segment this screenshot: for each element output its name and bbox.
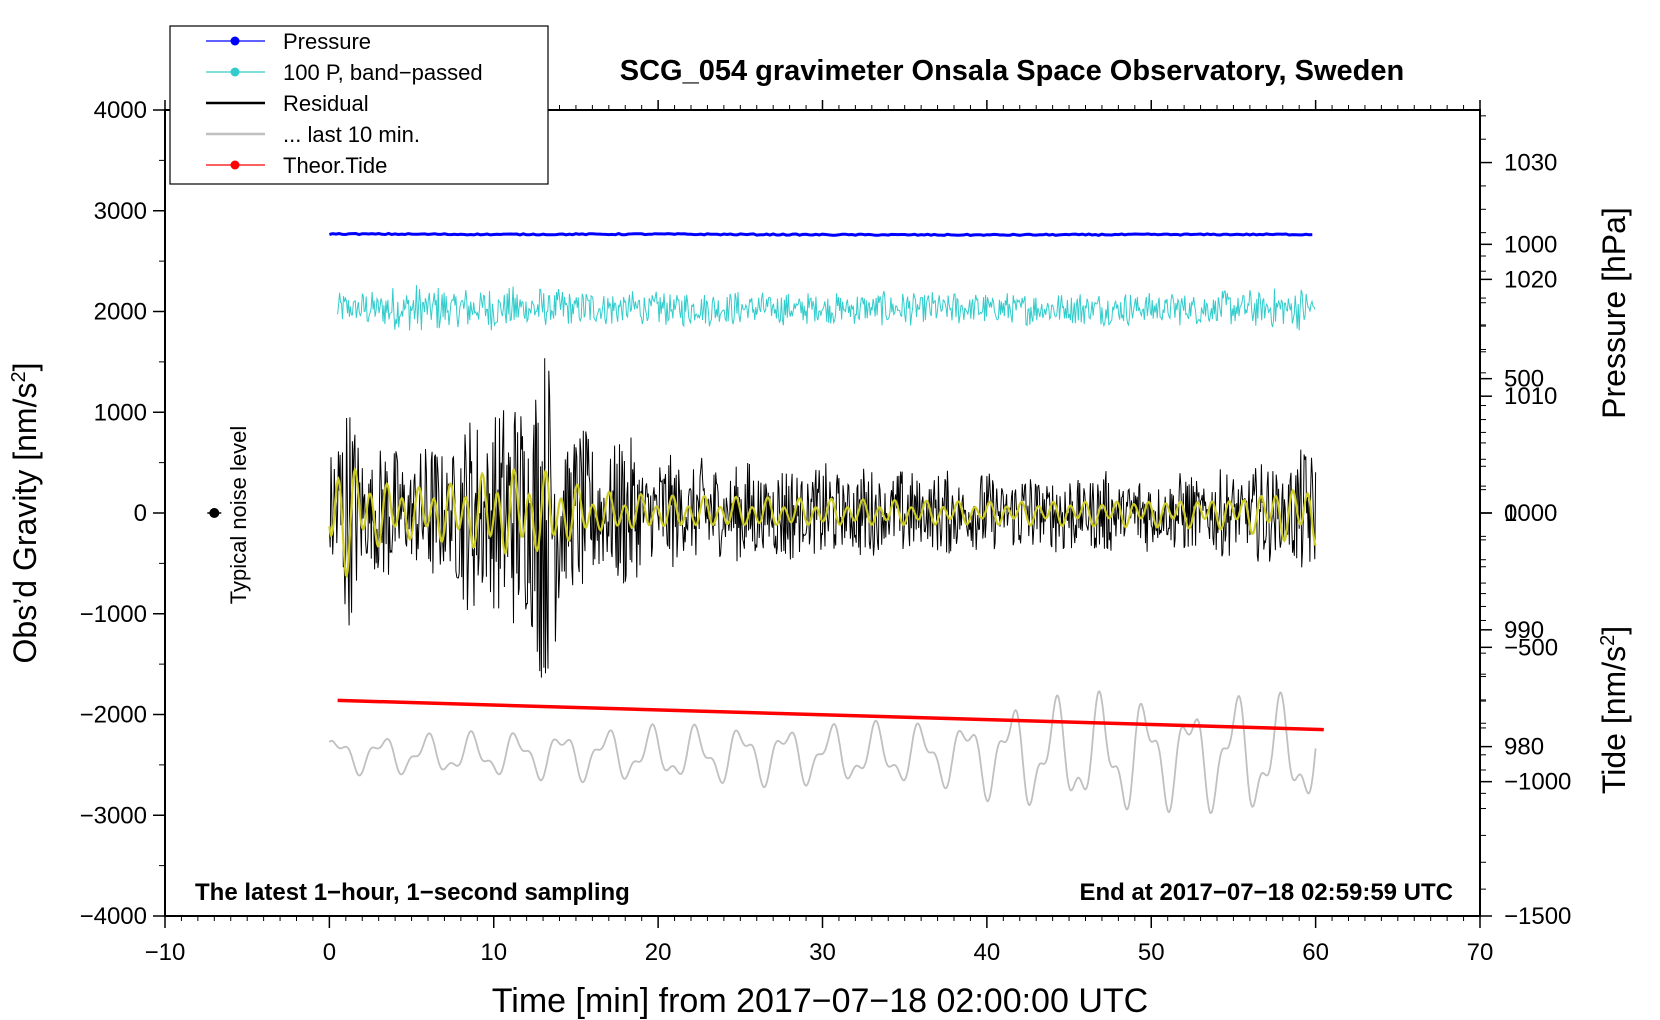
legend-box bbox=[169, 25, 549, 185]
pressure-tick-label: 1020 bbox=[1504, 266, 1557, 293]
legend-marker bbox=[230, 67, 240, 77]
x-tick-label: 70 bbox=[1467, 939, 1494, 966]
right-note: End at 2017−07−18 02:59:59 UTC bbox=[1079, 879, 1453, 906]
legend-entry: Pressure bbox=[206, 29, 371, 54]
chart-title: SCG_054 gravimeter Onsala Space Observat… bbox=[620, 55, 1404, 87]
x-tick-label: 50 bbox=[1138, 939, 1165, 966]
pressure-tick-label: 1030 bbox=[1504, 150, 1557, 177]
legend: Pressure 100 P, band−passed Residual ... la… bbox=[169, 25, 549, 185]
legend-label: Theor.Tide bbox=[283, 153, 387, 178]
tide-tick-label: 1000 bbox=[1504, 231, 1557, 258]
y-axis-label-tide: Tide [nm/s2] bbox=[1596, 626, 1632, 794]
tide-tick-label: 500 bbox=[1504, 366, 1544, 393]
series-residual bbox=[328, 358, 1317, 678]
legend-marker bbox=[230, 160, 240, 170]
x-tick-label: 30 bbox=[809, 939, 836, 966]
pressure-tick-label: 1000 bbox=[1504, 500, 1557, 527]
x-tick-label: −10 bbox=[145, 939, 186, 966]
y-axis-label-pressure: Pressure [hPa] bbox=[1596, 207, 1632, 419]
y-tick-label: 2000 bbox=[94, 299, 147, 326]
pressure-tick-label: 980 bbox=[1504, 734, 1544, 761]
legend-entry: Residual bbox=[206, 91, 369, 116]
y-tick-label: 0 bbox=[134, 500, 147, 527]
y-axis-label-left-sup: 2 bbox=[8, 371, 30, 382]
x-tick-label: 10 bbox=[480, 939, 507, 966]
legend-label: Residual bbox=[283, 91, 369, 116]
tide-tick-label: −1500 bbox=[1504, 903, 1571, 930]
y-tick-label: −1000 bbox=[80, 601, 147, 628]
y-axis-label-tide-end: ] bbox=[1596, 626, 1632, 635]
x-tick-label: 40 bbox=[974, 939, 1001, 966]
series-pressure bbox=[329, 231, 1313, 237]
noise-point bbox=[209, 508, 220, 518]
y-tick-label: −4000 bbox=[80, 903, 147, 930]
y-axis-label-left-end: ] bbox=[7, 363, 43, 372]
noise-marker bbox=[207, 508, 222, 518]
y-tick-label: 4000 bbox=[94, 97, 147, 124]
legend-label: Pressure bbox=[283, 29, 371, 54]
legend-entries: Pressure 100 P, band−passed Residual ... la… bbox=[206, 29, 483, 178]
legend-marker bbox=[230, 36, 240, 46]
y-axis-label-left-main: Obs’d Gravity [nm/s bbox=[7, 383, 43, 664]
y-tick-label: 1000 bbox=[94, 399, 147, 426]
series-layer bbox=[328, 231, 1324, 814]
tide-tick-label: −500 bbox=[1504, 634, 1558, 661]
x-axis-label: Time [min] from 2017−07−18 02:00:00 UTC bbox=[492, 982, 1148, 1020]
y-axis-label-tide-main: Tide [nm/s bbox=[1596, 646, 1632, 794]
x-tick-label: 60 bbox=[1302, 939, 1329, 966]
series-last-10-min bbox=[328, 690, 1317, 814]
series-residual-smoothed bbox=[328, 467, 1317, 579]
tick-label-layer: −10 0 10 20 30 40 50 60 70−4000−3000−2000−100001… bbox=[80, 97, 1572, 966]
legend-entry: 100 P, band−passed bbox=[206, 60, 483, 85]
legend-label: 100 P, band−passed bbox=[283, 60, 483, 85]
x-tick-label: 20 bbox=[645, 939, 672, 966]
y-axis-label-tide-sup: 2 bbox=[1597, 635, 1619, 646]
pressure-tick-label: 1010 bbox=[1504, 383, 1557, 410]
noise-label: Typical noise level bbox=[226, 426, 251, 605]
tide-tick-label: −1000 bbox=[1504, 769, 1571, 796]
y-tick-label: −3000 bbox=[80, 802, 147, 829]
left-note: The latest 1−hour, 1−second sampling bbox=[195, 879, 630, 906]
pressure-tick-label: 990 bbox=[1504, 617, 1544, 644]
legend-label: ... last 10 min. bbox=[283, 122, 420, 147]
y-tick-label: −2000 bbox=[80, 702, 147, 729]
legend-entry: ... last 10 min. bbox=[206, 122, 420, 147]
y-tick-label: 3000 bbox=[94, 198, 147, 225]
tide-tick-label: 0 bbox=[1504, 500, 1517, 527]
x-tick-label: 0 bbox=[323, 939, 336, 966]
series-theoretical-tide bbox=[337, 698, 1324, 732]
legend-entry: Theor.Tide bbox=[206, 153, 387, 178]
series-pressure-bandpassed bbox=[337, 285, 1316, 331]
y-axis-label-left: Obs’d Gravity [nm/s2] bbox=[7, 363, 43, 664]
